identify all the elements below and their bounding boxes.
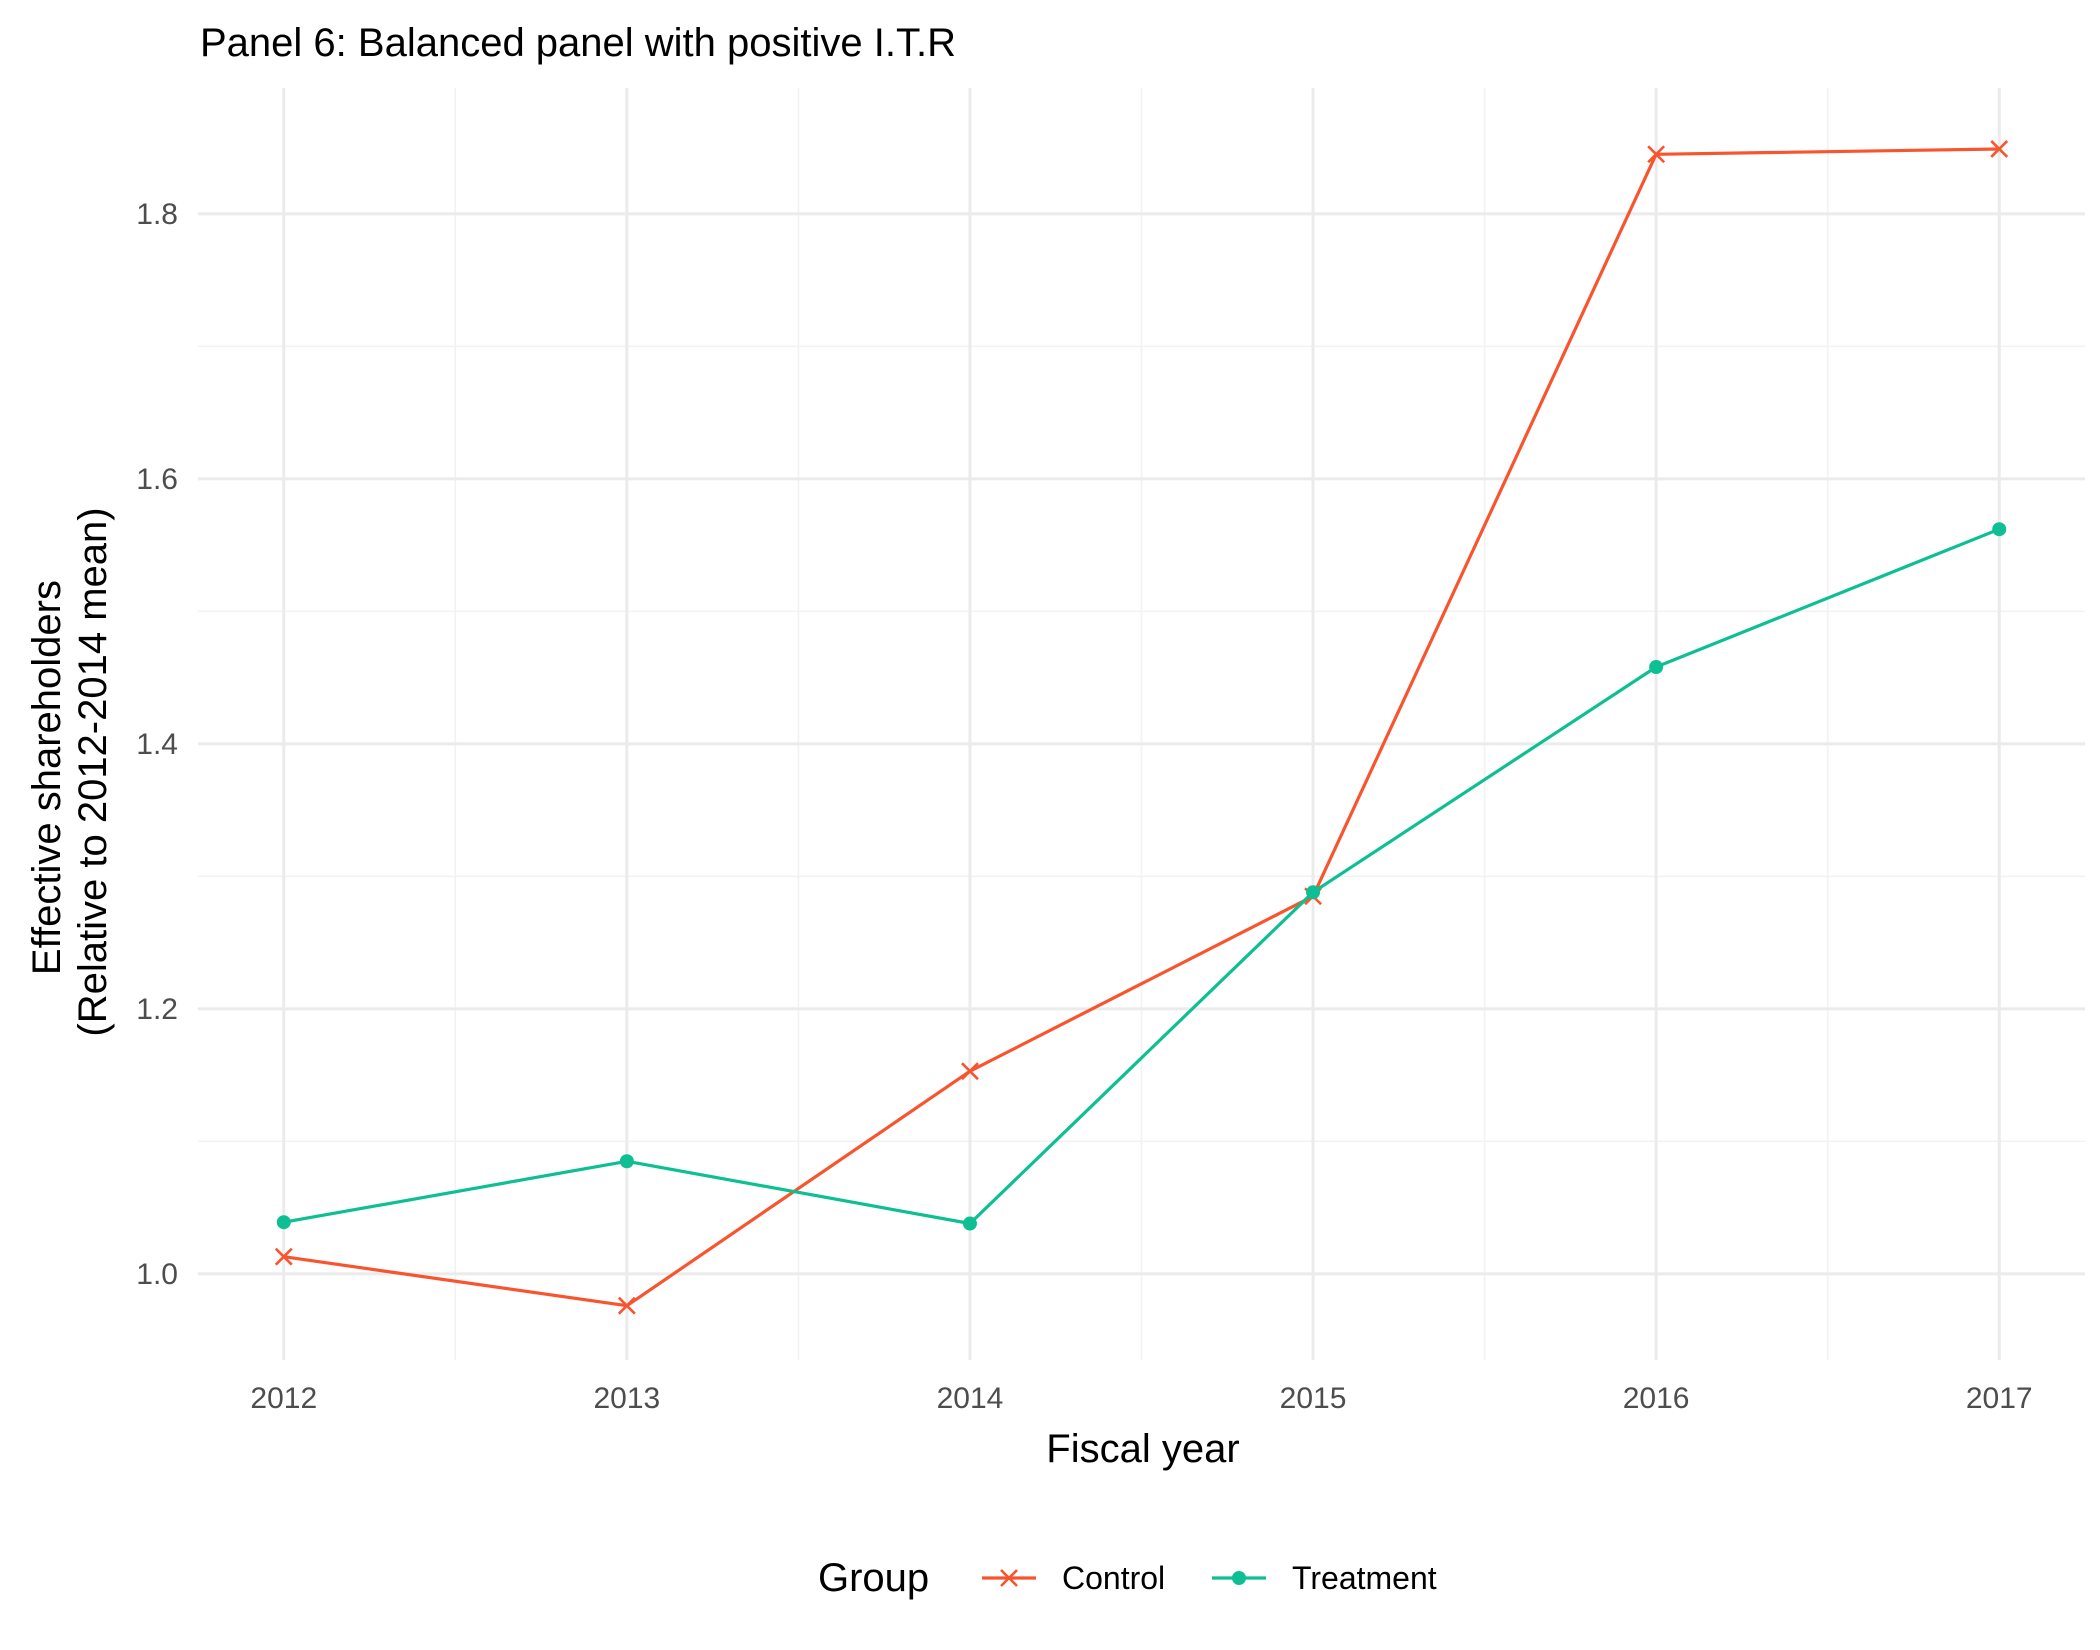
x-tick-label: 2016 [1623,1382,1690,1415]
major-gridlines [198,88,2085,1360]
y-axis-title-line-1: Effective shareholders [25,580,69,975]
y-tick-label: 1.4 [136,728,178,761]
legend-key-control-marker [1000,1569,1018,1587]
control-point [617,1296,636,1315]
x-tick-label: 2012 [250,1382,317,1415]
treatment-point [1992,522,2007,537]
y-axis-ticks: 1.0 1.2 1.4 1.6 1.8 [136,198,178,1291]
x-axis-ticks: 2012 2013 2014 2015 2016 2017 [250,1382,2032,1415]
x-axis-title: Fiscal year [1046,1427,1239,1471]
y-tick-label: 1.2 [136,993,178,1026]
control-point [961,1062,979,1081]
legend: Group Control Treatment [818,1556,1437,1600]
y-tick-label: 1.6 [136,463,178,496]
legend-label-treatment: Treatment [1292,1560,1437,1596]
x-tick-label: 2015 [1280,1382,1347,1415]
series-layer [274,140,2009,1315]
treatment-point [962,1216,977,1231]
control-series-line [283,147,2000,1308]
control-point [1990,140,2009,158]
legend-title: Group [818,1556,929,1600]
x-tick-label: 2017 [1966,1382,2033,1415]
legend-label-control: Control [1062,1560,1165,1596]
legend-key-treatment-marker [1232,1571,1246,1585]
control-point [1647,145,1666,164]
treatment-point [1306,885,1321,900]
control-point [274,1247,293,1266]
y-tick-label: 1.8 [136,198,178,231]
treatment-point [619,1154,634,1169]
minor-gridlines [198,88,2085,1360]
y-tick-label: 1.0 [136,1258,178,1291]
x-tick-label: 2013 [593,1382,660,1415]
y-axis-title-line-2: (Relative to 2012-2014 mean) [71,507,115,1036]
treatment-point [276,1215,291,1230]
y-axis-title: Effective shareholders (Relative to 2012… [25,507,115,1036]
treatment-series-line [283,527,2000,1226]
chart-title: Panel 6: Balanced panel with positive I.… [200,21,956,65]
treatment-point [1649,660,1664,675]
x-tick-label: 2014 [937,1382,1004,1415]
